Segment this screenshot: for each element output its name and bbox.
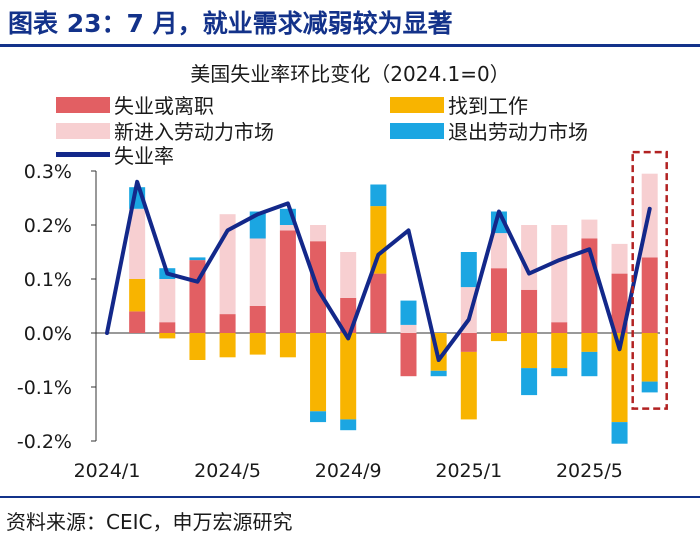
bar-job-losers xyxy=(249,306,266,333)
source-note: 资料来源：CEIC，申万宏源研究 xyxy=(6,510,293,534)
bar-exits xyxy=(400,300,417,325)
y-tick-label: 0.3% xyxy=(24,161,72,183)
bar-exits xyxy=(551,368,568,377)
legend-item-job-losers: 失业或离职 xyxy=(56,90,214,119)
legend-label-exits: 退出劳动力市场 xyxy=(448,120,588,144)
bar-new-entrants xyxy=(129,208,146,279)
chart-plot: 0.3% 0.2% 0.1% 0.0% -0.1% -0.2%2024/1 2024/5 20… xyxy=(17,150,668,482)
bar-job-losers xyxy=(611,273,628,333)
bar-new-entrants xyxy=(551,225,568,323)
bar-job-finders xyxy=(279,333,296,358)
figure-title: 图表 23：7 月，就业需求减弱较为显著 xyxy=(8,9,453,38)
bar-new-entrants xyxy=(581,219,598,239)
x-tick-label: 2025/5 xyxy=(556,460,623,482)
bar-new-entrants xyxy=(490,233,507,269)
y-tick-label: 0.2% xyxy=(24,215,72,237)
bar-exits xyxy=(611,422,628,444)
bar-new-entrants xyxy=(310,225,327,242)
legend-label-new-entrants: 新进入劳动力市场 xyxy=(114,120,274,144)
report-header: 图表 23：7 月，就业需求减弱较为显著 xyxy=(0,0,700,50)
legend-swatch-new-entrants xyxy=(56,122,110,139)
legend-swatch-unemployment-rate xyxy=(56,152,110,157)
bar-exits xyxy=(581,351,598,377)
legend-label-job-finders: 找到工作 xyxy=(448,94,528,118)
bar-job-finders xyxy=(551,333,568,369)
legend-item-job-finders: 找到工作 xyxy=(390,90,528,119)
bar-exits xyxy=(521,368,538,396)
bar-job-losers xyxy=(521,289,538,333)
legend-label-unemployment-rate: 失业率 xyxy=(114,144,174,168)
bar-exits xyxy=(370,184,387,207)
legend-item-new-entrants: 新进入劳动力市场 xyxy=(56,116,274,145)
bar-job-losers xyxy=(490,268,507,333)
line-unemployment-rate xyxy=(105,179,652,362)
bar-exits xyxy=(189,257,206,261)
legend-swatch-exits xyxy=(390,122,444,139)
header-rule xyxy=(0,44,700,47)
bar-job-finders xyxy=(249,333,266,355)
bar-exits xyxy=(641,381,658,393)
bar-job-finders xyxy=(159,333,176,339)
chart-legend: 失业或离职 找到工作 新进入劳动力市场 退出劳动力市场 失业率 xyxy=(0,86,700,168)
x-tick-label: 2024/5 xyxy=(194,460,261,482)
legend-swatch-job-finders xyxy=(390,96,444,113)
bar-job-finders xyxy=(490,333,507,342)
bar-job-losers xyxy=(641,257,658,333)
bar-job-finders xyxy=(189,333,206,360)
bar-job-losers xyxy=(219,314,236,333)
bar-job-finders xyxy=(460,351,477,420)
bar-new-entrants xyxy=(400,324,417,333)
bar-job-losers xyxy=(159,322,176,333)
bar-job-finders xyxy=(581,333,598,352)
bar-job-losers xyxy=(279,230,296,333)
bar-job-finders xyxy=(370,206,387,274)
bar-exits xyxy=(310,411,327,423)
bar-job-losers xyxy=(400,333,417,377)
legend-item-unemployment-rate: 失业率 xyxy=(56,140,174,169)
bar-job-finders xyxy=(641,333,658,382)
bar-job-finders xyxy=(521,333,538,369)
bar-new-entrants xyxy=(279,225,296,231)
legend-item-exits: 退出劳动力市场 xyxy=(390,116,588,145)
y-tick-label: 0.1% xyxy=(24,269,72,291)
legend-swatch-job-losers xyxy=(56,96,110,113)
bar-job-finders xyxy=(219,333,236,358)
bar-new-entrants xyxy=(611,243,628,274)
y-tick-label: -0.1% xyxy=(17,377,72,399)
footer-rule xyxy=(0,496,700,498)
legend-label-job-losers: 失业或离职 xyxy=(114,94,214,118)
bar-exits xyxy=(430,370,447,377)
bar-job-finders xyxy=(340,333,357,420)
x-tick-label: 2025/1 xyxy=(435,460,502,482)
x-tick-label: 2024/1 xyxy=(74,460,141,482)
bar-new-entrants xyxy=(521,225,538,290)
x-tick-label: 2024/9 xyxy=(315,460,382,482)
bar-job-losers xyxy=(460,333,477,352)
y-tick-label: 0.0% xyxy=(24,323,72,345)
bar-exits xyxy=(460,252,477,288)
chart-title: 美国失业率环比变化（2024.1=0） xyxy=(190,62,510,86)
highlight-box xyxy=(631,150,668,410)
bar-job-losers xyxy=(551,322,568,333)
bar-exits xyxy=(340,419,357,431)
bar-job-finders xyxy=(310,333,327,412)
bar-job-losers xyxy=(129,311,146,333)
bar-new-entrants xyxy=(159,279,176,323)
bar-job-finders xyxy=(611,333,628,423)
bar-job-finders xyxy=(129,279,146,312)
bar-new-entrants xyxy=(249,238,266,306)
bar-job-losers xyxy=(370,273,387,333)
y-tick-label: -0.2% xyxy=(17,431,72,453)
bar-new-entrants xyxy=(340,252,357,298)
